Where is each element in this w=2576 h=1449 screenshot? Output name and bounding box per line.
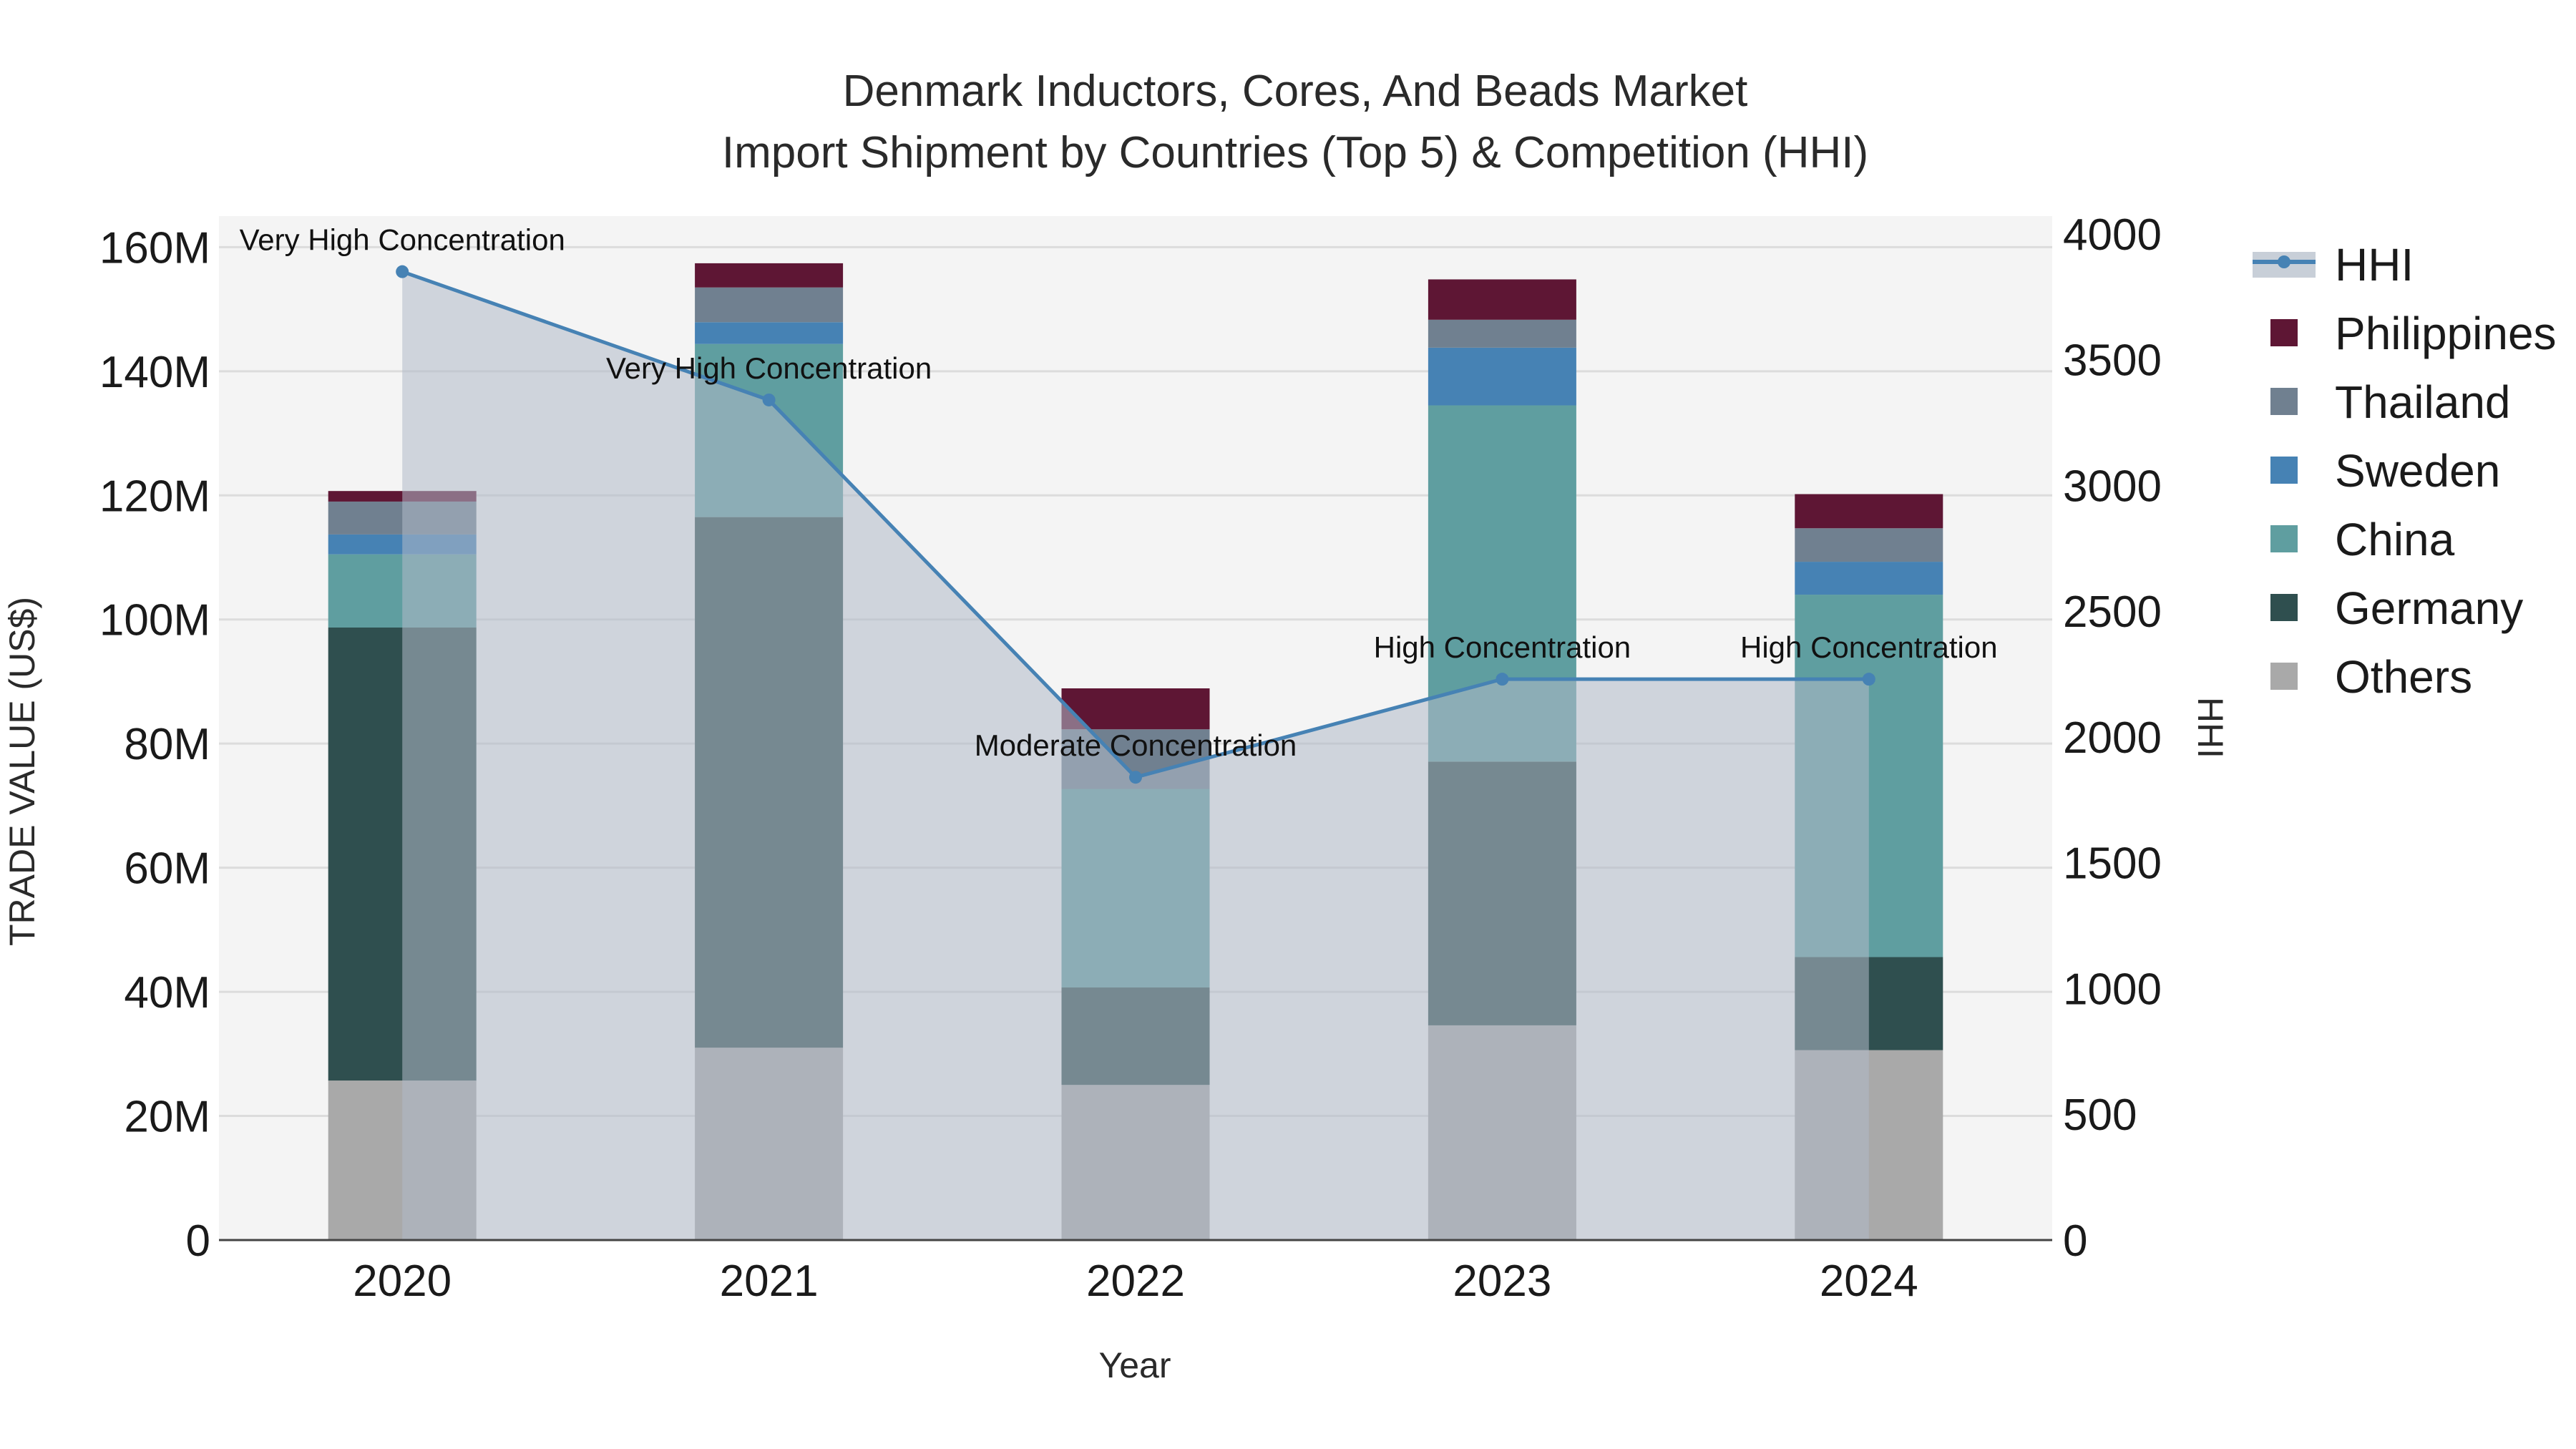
legend: HHI Philippines Thailand Sweden China Germany… <box>2253 239 2557 703</box>
y-tick-label: 40M <box>124 968 210 1018</box>
hhi-point-2020 <box>396 265 409 278</box>
bar-sweden-2024 <box>1795 562 1943 595</box>
hhi-point-2024 <box>1862 673 1875 686</box>
legend-swatch-thailand <box>2270 388 2298 415</box>
legend-swatch-germany <box>2270 594 2298 621</box>
hhi-point-2023 <box>1496 673 1509 686</box>
y2-tick-label: 2500 <box>2063 587 2162 637</box>
legend-label-others: Others <box>2335 651 2472 703</box>
x-tick-label: 2020 <box>353 1257 452 1306</box>
legend-swatch-sweden <box>2270 457 2298 484</box>
legend-label-sweden: Sweden <box>2335 445 2500 497</box>
y-axis-title: TRADE VALUE (US$) <box>2 597 42 946</box>
hhi-point-2021 <box>762 393 776 406</box>
legend-swatch-china <box>2270 525 2298 552</box>
hhi-annotation-2021: Very High Concentration <box>606 351 932 385</box>
hhi-area <box>402 271 1869 1241</box>
x-tick-label: 2024 <box>1820 1257 1918 1306</box>
legend-label-germany: Germany <box>2335 582 2523 634</box>
bar-sweden-2023 <box>1428 347 1576 406</box>
legend-label-philippines: Philippines <box>2335 308 2557 359</box>
bar-philippines-2021 <box>695 263 844 288</box>
y2-tick-label: 3000 <box>2063 462 2162 511</box>
y2-tick-label: 1500 <box>2063 839 2162 889</box>
legend-label-china: China <box>2335 514 2455 565</box>
y-tick-label: 140M <box>99 348 210 397</box>
y-tick-label: 60M <box>124 844 210 894</box>
y-tick-label: 100M <box>99 596 210 645</box>
bar-thailand-2021 <box>695 287 844 323</box>
legend-swatch-philippines <box>2270 319 2298 346</box>
y2-tick-label: 4000 <box>2063 210 2162 260</box>
chart-title-line1: Denmark Inductors, Cores, And Beads Mark… <box>843 67 1748 116</box>
x-tick-label: 2021 <box>720 1257 819 1306</box>
legend-label-thailand: Thailand <box>2335 376 2511 428</box>
y-tick-label: 0 <box>186 1216 210 1266</box>
legend-swatch-hhi-marker <box>2278 255 2290 268</box>
y2-tick-label: 0 <box>2063 1216 2087 1266</box>
bar-philippines-2022 <box>1061 688 1210 730</box>
x-tick-label: 2023 <box>1453 1257 1551 1306</box>
bar-philippines-2024 <box>1795 494 1943 529</box>
legend-swatch-others <box>2270 663 2298 690</box>
bar-sweden-2021 <box>695 322 844 344</box>
plot-area: 0 20M 40M 60M 80M 100M 120M 140M 160M 0 500 1000 150… <box>99 210 2162 1306</box>
bar-thailand-2023 <box>1428 319 1576 348</box>
chart-title-line2: Import Shipment by Countries (Top 5) & C… <box>722 128 1868 177</box>
legend-label-hhi: HHI <box>2335 239 2414 291</box>
y-tick-label: 20M <box>124 1093 210 1142</box>
y2-axis-title: HHI <box>2190 697 2230 758</box>
y2-tick-label: 2000 <box>2063 713 2162 763</box>
hhi-annotation-2020: Very High Concentration <box>240 223 565 257</box>
y-tick-label: 80M <box>124 720 210 769</box>
bar-thailand-2024 <box>1795 528 1943 562</box>
bar-philippines-2023 <box>1428 279 1576 320</box>
x-axis-title: Year <box>1098 1345 1171 1385</box>
y2-tick-label: 1000 <box>2063 965 2162 1014</box>
hhi-annotation-2022: Moderate Concentration <box>975 728 1297 762</box>
y2-tick-label: 3500 <box>2063 336 2162 386</box>
hhi-annotation-2024: High Concentration <box>1740 630 1998 664</box>
y-tick-label: 120M <box>99 472 210 521</box>
x-tick-label: 2022 <box>1086 1257 1185 1306</box>
hhi-annotation-2023: High Concentration <box>1374 630 1631 664</box>
y2-tick-label: 500 <box>2063 1091 2137 1140</box>
y-tick-label: 160M <box>99 223 210 273</box>
hhi-point-2022 <box>1129 771 1142 784</box>
